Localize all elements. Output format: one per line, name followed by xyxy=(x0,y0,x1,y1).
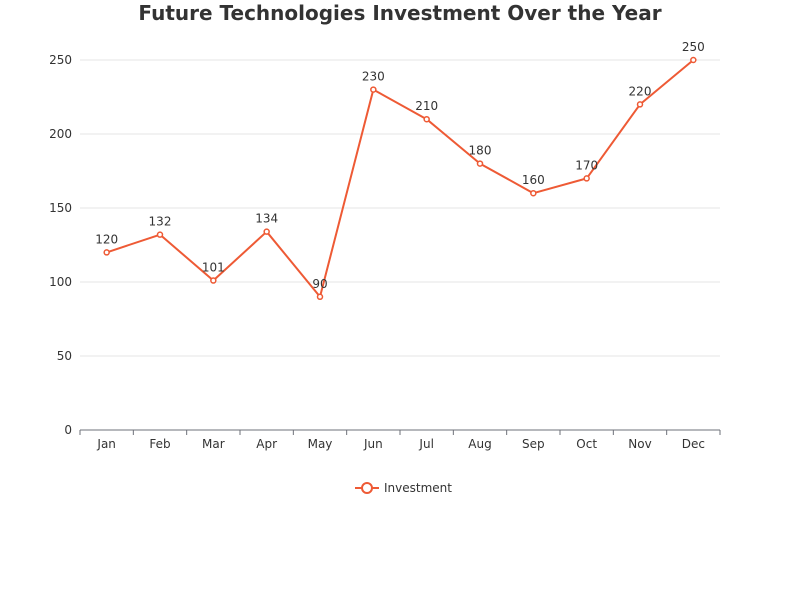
data-point[interactable] xyxy=(583,175,590,182)
x-tick-label: Sep xyxy=(522,437,545,451)
data-point[interactable] xyxy=(103,249,110,256)
data-point[interactable] xyxy=(476,160,484,167)
data-label: 134 xyxy=(255,212,278,226)
legend-marker-icon xyxy=(361,482,373,494)
data-label: 210 xyxy=(415,99,438,113)
grid-lines xyxy=(80,59,720,357)
y-tick-label: 0 xyxy=(64,423,72,437)
x-tick-label: Oct xyxy=(576,437,597,451)
x-tick-label: Mar xyxy=(202,437,225,451)
data-labels: 120 132 101 134 90 230 210 180 160 170 220 250 xyxy=(95,40,705,291)
x-tick-label: Feb xyxy=(149,437,170,451)
y-tick-label: 100 xyxy=(49,275,72,289)
data-label: 180 xyxy=(469,144,492,158)
data-label: 220 xyxy=(629,84,652,98)
data-point[interactable] xyxy=(316,293,324,301)
y-tick-label: 50 xyxy=(57,349,72,363)
data-label: 120 xyxy=(95,232,118,246)
x-tick-label: Nov xyxy=(628,437,651,451)
x-tick-label: Aug xyxy=(468,437,491,451)
y-tick-label: 200 xyxy=(49,127,72,141)
x-tick-label: Jan xyxy=(96,437,116,451)
data-point[interactable] xyxy=(530,189,537,197)
data-point[interactable] xyxy=(263,228,270,235)
series-line-investment xyxy=(106,59,694,298)
data-point[interactable] xyxy=(423,115,430,123)
x-tick-label: Dec xyxy=(682,437,705,451)
data-label: 250 xyxy=(682,40,705,54)
data-label: 90 xyxy=(312,277,327,291)
chart-title: Future Technologies Investment Over the … xyxy=(138,1,661,25)
data-label: 170 xyxy=(575,158,598,172)
data-label: 230 xyxy=(362,70,385,84)
y-tick-label: 250 xyxy=(49,53,72,67)
data-point[interactable] xyxy=(370,86,377,93)
axes: 0 50 100 150 200 250 Jan Feb Mar Apr May Jun Jul Aug S… xyxy=(49,53,721,451)
data-label: 101 xyxy=(202,261,225,275)
x-tick-label: Jul xyxy=(418,437,433,451)
data-label: 132 xyxy=(149,215,172,229)
data-label: 160 xyxy=(522,173,545,187)
x-tick-label: Apr xyxy=(256,437,277,451)
x-tick-label: Jun xyxy=(363,437,383,451)
data-point[interactable] xyxy=(636,101,644,108)
legend[interactable]: Investment xyxy=(355,481,452,495)
data-point[interactable] xyxy=(690,56,697,64)
y-tick-label: 150 xyxy=(49,201,72,215)
data-point[interactable] xyxy=(156,231,164,238)
x-tick-label: May xyxy=(308,437,333,451)
legend-label[interactable]: Investment xyxy=(384,481,452,495)
series-layer xyxy=(103,56,697,301)
data-point[interactable] xyxy=(210,277,217,284)
